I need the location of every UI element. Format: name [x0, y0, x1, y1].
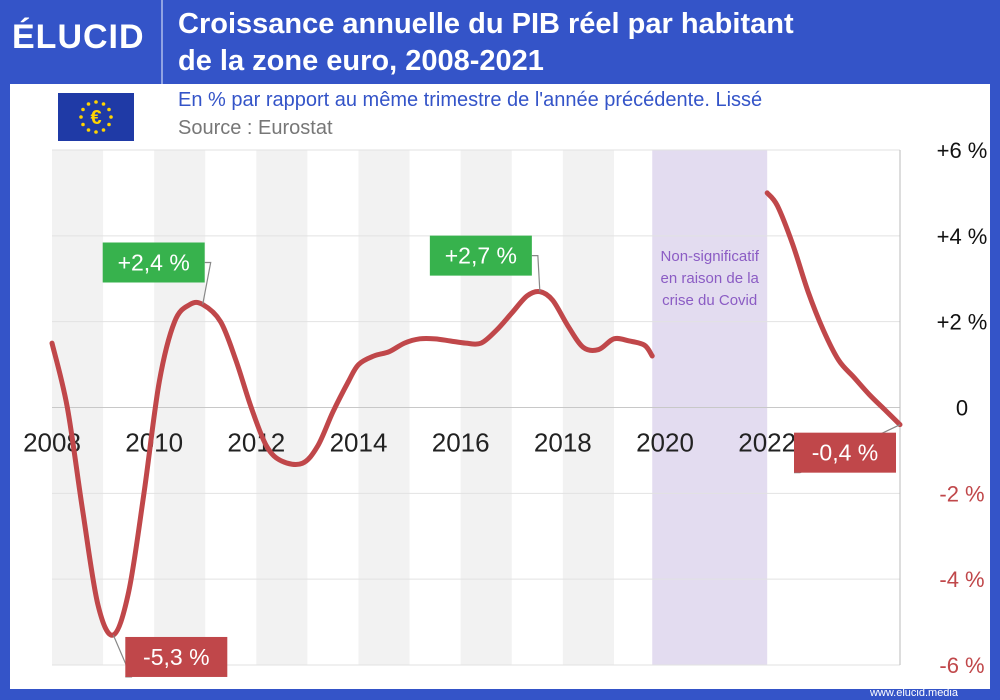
y-tick-label: +2 % — [937, 310, 988, 335]
annotation-leader — [202, 261, 212, 305]
x-tick-label: 2012 — [227, 428, 285, 458]
y-tick-label: 0 — [956, 396, 968, 421]
x-tick-label: 2022 — [738, 428, 796, 458]
y-tick-label: -2 % — [939, 481, 984, 506]
annotation-box — [794, 432, 896, 473]
series-line-1 — [49, 288, 655, 638]
x-tick-label: 2018 — [534, 428, 592, 458]
annotation-label: +2,7 % — [445, 243, 517, 269]
x-tick-label: 2016 — [432, 428, 490, 458]
y-tick-label: +4 % — [937, 224, 988, 249]
x-tick-label: 2020 — [636, 428, 694, 458]
series-line-2 — [764, 190, 903, 428]
annotation-box — [125, 636, 228, 677]
logo-divider — [161, 0, 163, 84]
svg-text:€: € — [90, 107, 101, 129]
eu-flag-icon: € — [58, 93, 134, 141]
annotation-box — [429, 235, 532, 276]
y-tick-label: -4 % — [939, 567, 984, 592]
annotation-box — [102, 242, 205, 283]
annotation-leader — [531, 255, 541, 292]
y-tick-label: -6 % — [939, 653, 984, 678]
chart-source: Source : Eurostat — [178, 117, 333, 139]
y-tick-label: +6 % — [937, 138, 988, 163]
chart-subtitle: En % par rapport au même trimestre de l'… — [178, 89, 763, 111]
footer-website: www.elucid.media — [869, 687, 958, 699]
elucid-logo: ÉLUCID — [12, 18, 145, 56]
header-bar: ÉLUCID Croissance annuelle du PIB réel p… — [0, 0, 1000, 84]
x-tick-label: 2014 — [330, 428, 388, 458]
annotation-label: -5,3 % — [143, 644, 209, 670]
covid-note: Non-significatif — [661, 248, 760, 265]
annotation-label: +2,4 % — [118, 250, 190, 276]
chart-title-line1: Croissance annuelle du PIB réel par habi… — [178, 8, 794, 40]
chart-title: Croissance annuelle du PIB réel par habi… — [178, 6, 988, 80]
chart-title-line2: de la zone euro, 2008-2021 — [178, 45, 544, 77]
covid-note: en raison de la — [661, 270, 760, 287]
covid-note: crise du Covid — [662, 292, 757, 309]
annotation-label: -0,4 % — [812, 440, 878, 466]
